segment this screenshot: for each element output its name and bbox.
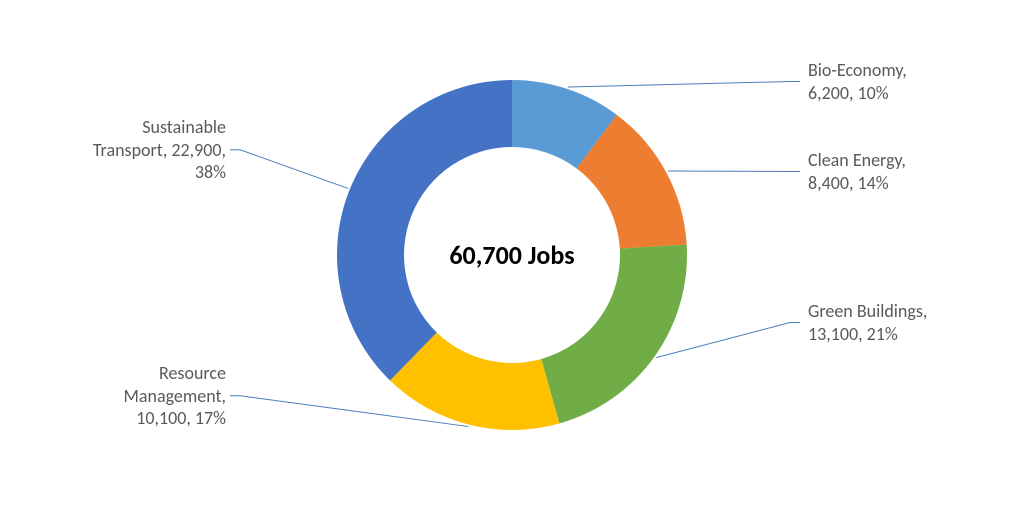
leader-line	[656, 323, 800, 358]
center-total-label: 60,700 Jobs	[412, 239, 612, 271]
segment-green-buildings	[541, 245, 687, 424]
leader-line	[568, 82, 800, 88]
segment-label-clean-energy: Clean Energy, 8,400, 14%	[808, 149, 906, 194]
segment-sustainable-transport	[337, 80, 512, 380]
segment-label-green-buildings: Green Buildings, 13,100, 21%	[808, 300, 927, 345]
donut-chart: 60,700 Jobs Bio-Economy, 6,200, 10% Clean…	[0, 0, 1024, 510]
segment-label-sustainable-transport: Sustainable Transport, 22,900, 38%	[93, 116, 226, 184]
segment-label-resource-management: Resource Management, 10,100, 17%	[123, 362, 226, 430]
leader-line	[230, 150, 348, 189]
segment-label-bio-economy: Bio-Economy, 6,200, 10%	[808, 59, 907, 104]
